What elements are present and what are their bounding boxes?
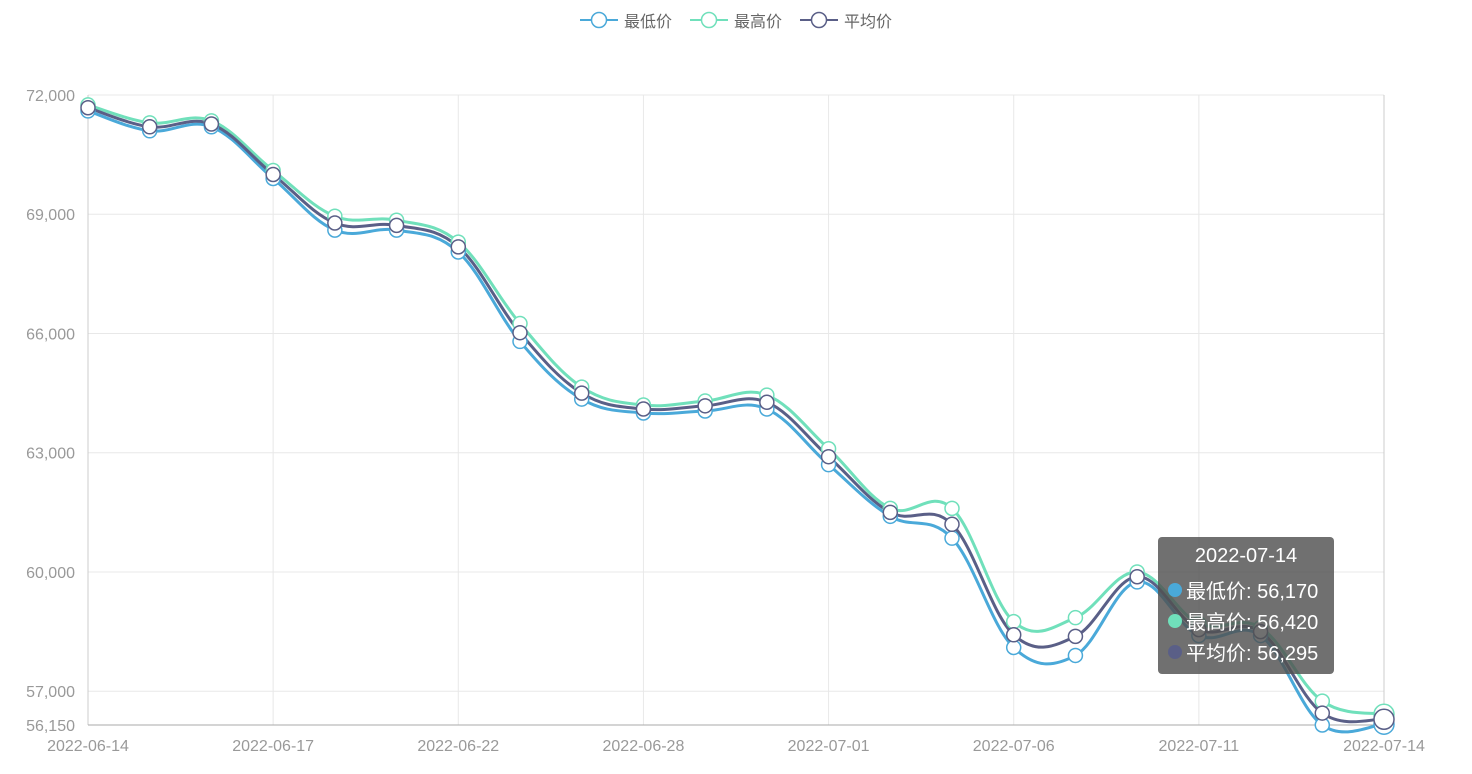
data-point <box>1067 628 1084 645</box>
tooltip-low-label: 最低价: 56,170 <box>1186 581 1319 603</box>
x-tick-label: 2022-07-06 <box>973 738 1055 755</box>
tooltip-avg-label: 平均价: 56,295 <box>1186 643 1319 665</box>
y-tick-label: 63,000 <box>26 446 75 463</box>
data-point <box>141 119 158 135</box>
data-point <box>1005 613 1022 630</box>
y-tick-label: 69,000 <box>26 207 75 224</box>
tooltip-row-avg: 平均价: 56,295 <box>1168 636 1324 667</box>
y-tick-label: 72,000 <box>26 88 75 105</box>
legend-item-1[interactable]: 最高价 <box>689 8 782 32</box>
data-point <box>80 99 96 116</box>
tooltip-high-dot <box>1168 613 1182 628</box>
data-point <box>1005 639 1022 656</box>
legend-line-marker-icon <box>689 11 728 29</box>
data-point <box>820 448 837 465</box>
legend-item-2[interactable]: 平均价 <box>800 8 892 32</box>
data-point <box>635 401 652 417</box>
data-point <box>1314 705 1331 721</box>
x-tick-label: 2022-07-01 <box>788 738 870 755</box>
legend-line-marker-icon <box>579 11 618 29</box>
data-point <box>388 217 405 234</box>
data-point <box>1129 568 1145 585</box>
tooltip-row-high: 最高价: 56,420 <box>1168 605 1324 636</box>
tooltip-row-low: 最低价: 56,170 <box>1168 574 1324 605</box>
data-point <box>203 116 220 132</box>
chart-legend: 最低价 最高价 平均价 <box>0 8 1472 32</box>
legend-item-0[interactable]: 最低价 <box>579 8 672 32</box>
data-point <box>1067 609 1084 626</box>
tooltip-low-dot <box>1168 582 1182 597</box>
y-tick-label: 66,000 <box>26 326 75 343</box>
x-tick-label: 2022-06-14 <box>47 738 129 755</box>
tooltip-high-label: 最高价: 56,420 <box>1186 612 1319 634</box>
legend-line-marker-icon <box>800 11 838 29</box>
legend-label: 最低价 <box>623 14 672 31</box>
tooltip-date: 2022-07-14 <box>1194 545 1298 567</box>
data-point <box>1067 647 1084 664</box>
data-point <box>1005 627 1022 643</box>
tooltip-avg-dot <box>1168 644 1182 659</box>
data-point <box>512 324 528 341</box>
x-tick-label: 2022-06-17 <box>232 738 314 755</box>
y-tick-label: 56,150 <box>26 718 75 735</box>
data-point <box>944 500 960 517</box>
legend-label: 最高价 <box>733 14 782 31</box>
data-point <box>573 385 590 401</box>
x-tick-label: 2022-06-28 <box>603 738 685 755</box>
data-point <box>759 394 775 410</box>
data-point <box>450 239 467 255</box>
x-tick-label: 2022-07-14 <box>1343 738 1425 755</box>
data-point <box>944 530 960 546</box>
x-tick-label: 2022-07-11 <box>1159 738 1240 755</box>
data-point <box>327 215 343 231</box>
legend-label: 平均价 <box>844 14 893 31</box>
data-point <box>697 398 713 414</box>
chart-tooltip: 2022-07-14 最低价: 56,170 最高价: 56,420 平均价: … <box>1158 537 1334 674</box>
data-point <box>265 166 281 183</box>
data-point <box>882 504 899 521</box>
y-tick-label: 57,000 <box>26 684 75 701</box>
data-point <box>944 516 960 533</box>
x-tick-label: 2022-06-22 <box>417 738 499 755</box>
y-tick-label: 60,000 <box>26 565 75 582</box>
data-point <box>1373 708 1395 730</box>
